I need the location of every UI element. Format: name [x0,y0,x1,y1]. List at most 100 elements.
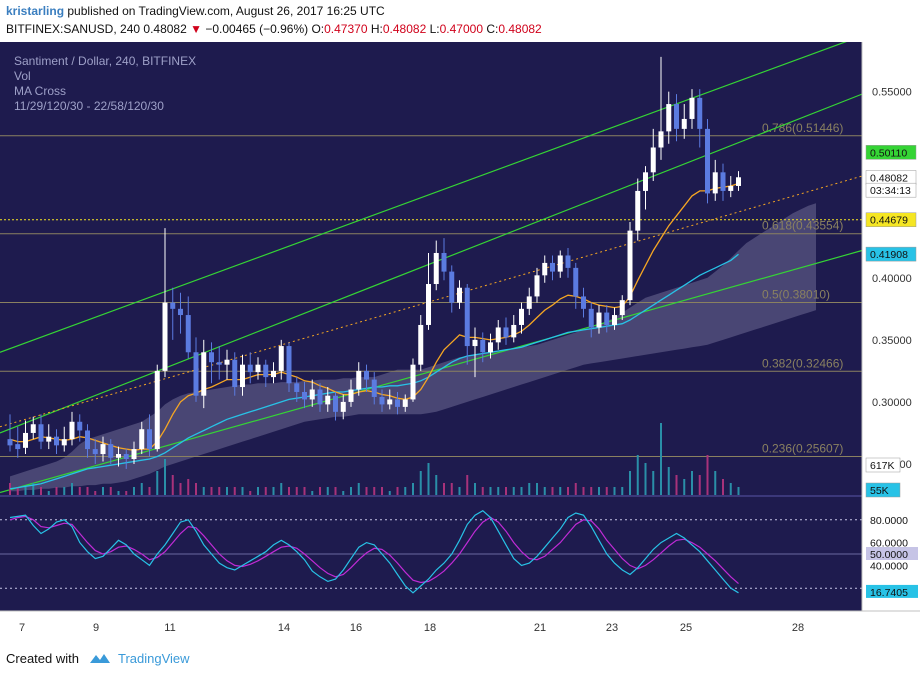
volume-bar [536,483,538,495]
volume-bar [404,487,407,495]
candle-body [526,296,532,309]
candle-body [674,104,679,129]
high-value: 0.48082 [382,22,427,36]
stoch-pane [0,495,920,594]
candle-body [209,352,214,363]
volume-bar [435,475,438,495]
volume-bar [303,487,306,495]
candle-body [379,396,385,405]
candle-body [457,287,462,303]
candle-body [69,421,75,440]
volume-bar [528,483,531,495]
candle-body [472,339,478,347]
candle-body [123,454,129,460]
price-pane: 0.786(0.51446) 0.618(0.43554) 0.5(0.38010)… [0,42,863,495]
volume-bar [466,475,469,495]
candle-body [364,370,369,380]
volume-bar [71,483,73,495]
volume-bar [47,491,50,495]
volume-bar [512,487,515,495]
ichimoku-cloud [10,203,816,492]
y-tick-label: 0.55000 [872,87,912,99]
volume-bar [613,487,616,495]
candle-body [46,436,52,442]
volume-bar [109,487,112,495]
change-value: −0.00465 (−0.96%) [205,22,309,36]
high-label: H: [370,22,383,36]
candle-body [108,444,114,458]
candle-body [224,359,230,365]
chart-canvas[interactable]: 0.786(0.51446) 0.618(0.43554) 0.5(0.38010)… [0,42,920,643]
volume-label: 617K [870,460,895,472]
volume-bar [140,483,143,495]
footer: Created with TradingView [0,643,920,673]
fib-label: 0.5(0.38010) [762,288,830,302]
author-link[interactable]: kristarling [6,4,65,18]
volume-bar [342,491,345,495]
x-tick-label: 11 [164,622,175,634]
candle-body [689,97,695,119]
volume-bar [164,459,166,495]
candle-body [712,172,718,194]
volume-bar [567,487,569,495]
volume-label: 55K [870,485,889,497]
candle-body [495,327,501,343]
tradingview-link[interactable]: TradingView [118,651,190,666]
candle-body [720,172,726,191]
time-axis-bg [0,611,920,643]
volume-bar [667,467,670,495]
price-label: 0.48082 [870,173,908,185]
candle-body [666,104,672,132]
candle-body [193,352,199,396]
price-label-bg [865,246,917,262]
volume-bar [652,471,655,495]
candle-body [85,430,90,450]
candle-body [426,284,431,325]
volume-bar [381,487,383,495]
candle-body [178,308,183,316]
candle-body [278,346,284,371]
candle-body [697,97,703,129]
candle-body [480,339,486,353]
x-tick-label: 23 [606,622,618,634]
candle-body [77,421,83,431]
candle-body [15,444,21,450]
candle-body [170,302,176,309]
stoch-tick-label: 80.0000 [870,515,908,527]
candle-body [302,391,307,400]
candle-body [441,252,447,272]
y-tick-label: 0.40000 [872,273,912,285]
candle-body [162,302,168,371]
candle-body [557,255,563,272]
volume-bar [218,487,221,495]
fib-label: 0.236(0.25607) [762,441,843,455]
candle-body [464,287,470,347]
candle-body [588,308,594,328]
volume-bar [660,423,662,495]
price-label: 0.44679 [870,215,908,227]
volume-bar [117,491,120,495]
candle-body [333,395,338,412]
volume-bar [419,471,422,495]
volume-bar [543,487,546,495]
price-label: 0.41908 [870,249,908,261]
volume-bar [621,487,624,495]
volume-bar [412,483,414,495]
symbol-label: BITFINEX:SANUSD, 240 [6,22,141,36]
volume-bar [148,487,151,495]
x-tick-label: 28 [792,622,804,634]
x-tick-label: 18 [424,622,436,634]
candle-body [255,364,261,373]
volume-bar [706,455,709,495]
volume-bar [636,455,639,495]
candle-body [38,424,44,442]
volume-bar [698,475,701,495]
volume-bar [195,483,197,495]
volume-bar [171,475,174,495]
volume-bar [350,487,352,495]
tradingview-logo-icon [90,654,110,663]
candle-body [201,352,207,396]
volume-bar [497,487,500,495]
candle-body [449,271,455,303]
candle-body [294,383,300,392]
